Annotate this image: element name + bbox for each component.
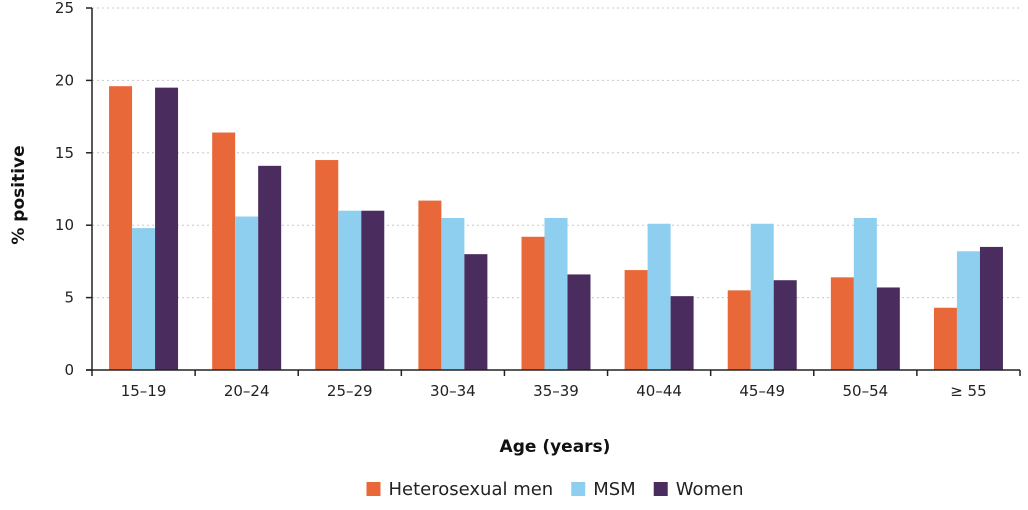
bar-heterosexual-men — [933, 307, 957, 370]
x-axis-title: Age (years) — [500, 437, 611, 457]
bar-msm — [853, 217, 877, 370]
bar-women — [670, 296, 694, 370]
x-tick-label: 45–49 — [739, 382, 785, 400]
bar-msm — [750, 223, 774, 370]
legend-item: Women — [653, 479, 744, 500]
legend-swatch — [653, 482, 668, 496]
y-tick-label: 25 — [55, 0, 74, 17]
y-axis-title: % positive — [9, 145, 29, 244]
bar-women — [361, 210, 385, 370]
bar-msm — [647, 223, 671, 370]
legend-label: Women — [676, 479, 744, 500]
bar-msm — [338, 210, 362, 370]
x-tick-label: 20–24 — [224, 382, 270, 400]
bar-women — [464, 254, 488, 370]
legend-swatch — [366, 482, 381, 496]
y-tick-label: 20 — [55, 71, 74, 89]
y-axis-ticks: 0 5 10 15 20 25 — [55, 0, 92, 379]
y-tick-label: 0 — [64, 361, 74, 379]
bar-women — [979, 246, 1003, 370]
x-tick-label: 40–44 — [636, 382, 682, 400]
x-tick-label: 50–54 — [842, 382, 888, 400]
bar-msm — [441, 217, 465, 370]
bars — [109, 86, 1003, 370]
bar-heterosexual-men — [109, 86, 133, 370]
bar-msm — [544, 217, 568, 370]
bar-msm — [132, 228, 156, 370]
legend-label: MSM — [593, 479, 636, 500]
bar-heterosexual-men — [315, 160, 339, 370]
y-tick-label: 5 — [64, 289, 74, 307]
legend-item: Heterosexual men — [366, 479, 553, 500]
bar-heterosexual-men — [212, 132, 236, 370]
bar-heterosexual-men — [830, 277, 854, 370]
bar-women — [567, 274, 591, 370]
bar-msm — [235, 216, 259, 370]
bar-heterosexual-men — [418, 200, 442, 370]
legend-item: MSM — [571, 479, 636, 500]
bar-heterosexual-men — [624, 270, 648, 370]
y-tick-label: 10 — [55, 216, 74, 234]
y-tick-label: 15 — [55, 144, 74, 162]
legend-swatch — [571, 482, 586, 496]
legend: Heterosexual men MSM Women — [366, 479, 744, 500]
bar-women — [258, 165, 282, 370]
x-tick-label: 25–29 — [327, 382, 373, 400]
legend-label: Heterosexual men — [388, 479, 553, 500]
x-tick-label: 30–34 — [430, 382, 476, 400]
x-tick-label: ≥ 55 — [950, 382, 986, 400]
x-tick-label: 35–39 — [533, 382, 579, 400]
bar-msm — [956, 251, 980, 370]
bar-heterosexual-men — [727, 290, 751, 370]
bar-women — [876, 287, 900, 370]
bar-women — [773, 280, 797, 370]
bar-women — [155, 87, 179, 370]
bar-heterosexual-men — [521, 236, 545, 370]
x-axis-ticks: 15–19 20–24 25–29 30–34 35–39 40–44 45–49 50–54… — [121, 370, 1021, 400]
x-tick-label: 15–19 — [121, 382, 167, 400]
